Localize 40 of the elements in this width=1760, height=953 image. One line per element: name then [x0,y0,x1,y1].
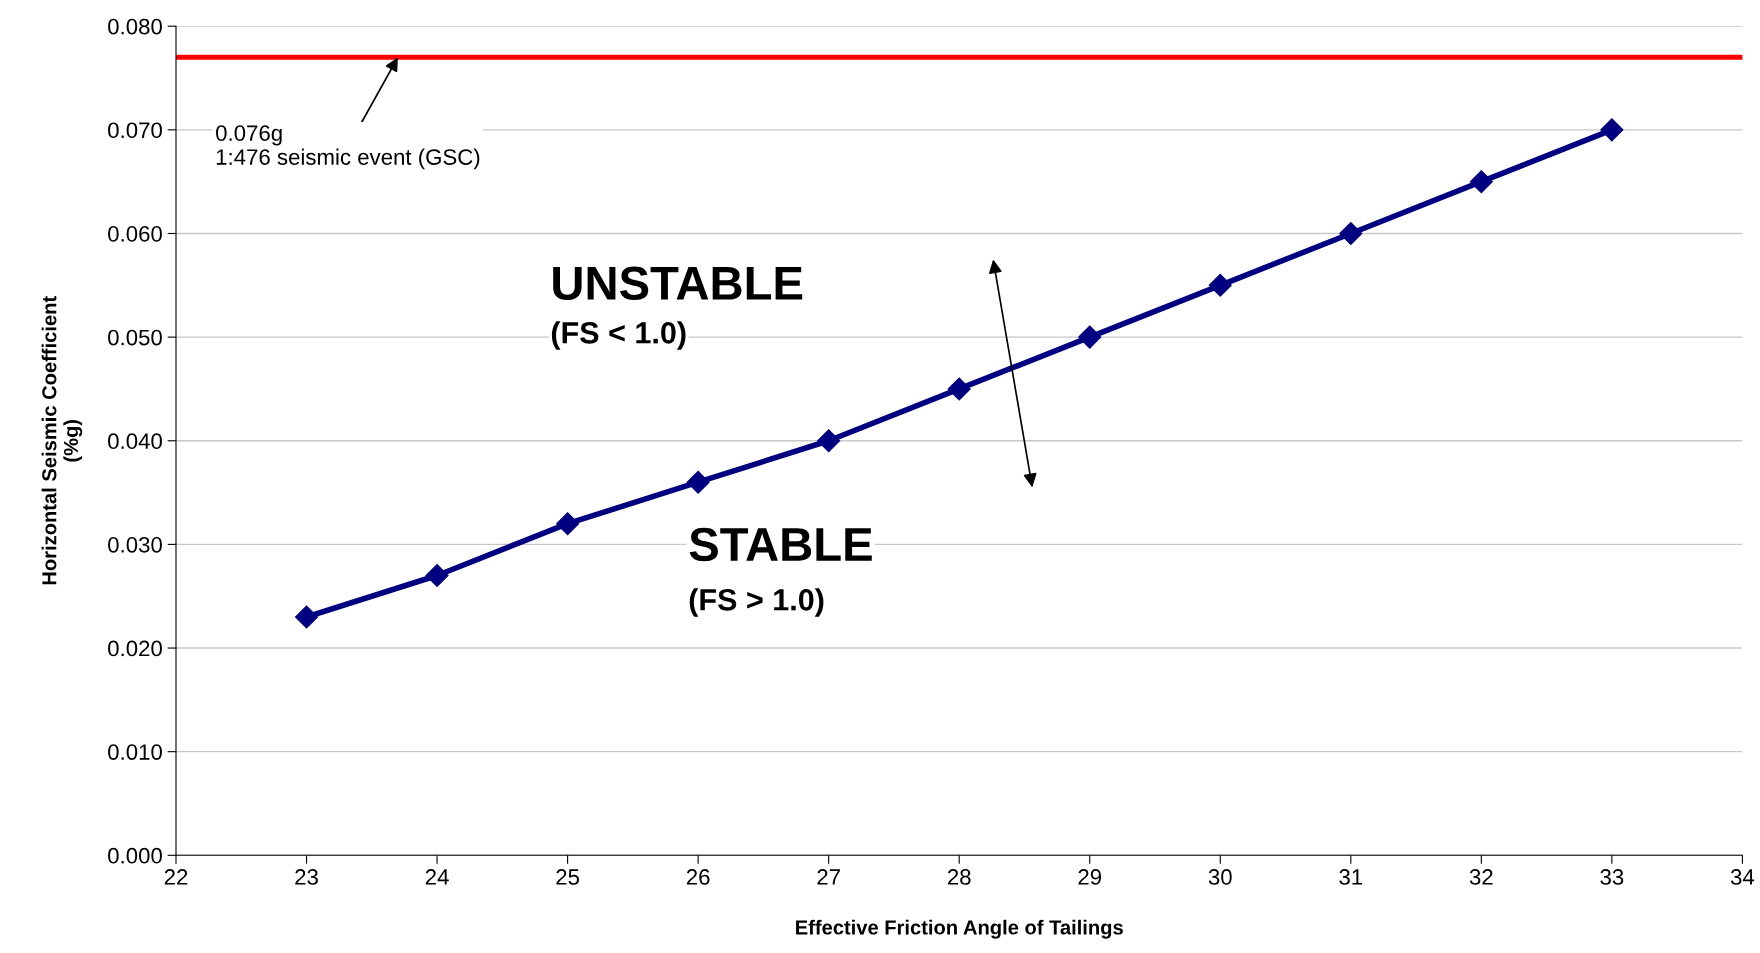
x-tick-label: 34 [1730,869,1755,885]
x-axis-title: Effective Friction Angle of Tailings [796,919,1123,939]
point [1600,118,1624,142]
x-tick-label: 22 [164,869,188,885]
y-tick-label: 0.050 [108,329,162,346]
annotation: 0.076g 1:476 seismic event (GSC) [216,125,480,170]
x-tick-label: 24 [425,869,449,885]
annotation: STABLE [689,527,872,562]
point [686,470,710,494]
x-tick-label: 26 [686,869,710,885]
y-tick-label: 0.000 [108,847,162,864]
y-tick-label: 0.040 [108,433,162,450]
point [295,605,319,629]
y-tick-label: 0.060 [108,226,162,242]
y-tick-label: 0.080 [108,18,162,35]
annotation: (FS > 1.0) [689,588,824,617]
point [817,429,841,453]
point [425,563,449,587]
annotation: UNSTABLE [553,266,803,301]
point [556,512,580,536]
x-tick-label: 31 [1339,869,1363,885]
point [947,377,971,401]
y-tick-label: 0.020 [108,640,162,657]
x-tick-label: 29 [1078,869,1102,885]
x-tick-label: 23 [295,869,318,885]
point [1339,221,1363,245]
point [1078,325,1102,349]
x-tick-label: 33 [1600,869,1624,885]
point [1208,273,1232,297]
y-tick-label: 0.030 [108,536,162,553]
x-tick-label: 28 [947,869,971,885]
point [1469,170,1493,194]
x-tick-label: 30 [1208,869,1232,885]
y-tick-label: 0.070 [108,122,162,139]
x-tick-label: 27 [817,869,840,885]
x-tick-label: 25 [556,869,580,885]
y-tick-label: 0.010 [108,744,162,760]
annotation: (FS < 1.0) [551,321,686,350]
y-axis-title: Horizontal Seismic Coefficient (%g) [41,296,83,585]
x-tick-label: 32 [1469,869,1493,885]
